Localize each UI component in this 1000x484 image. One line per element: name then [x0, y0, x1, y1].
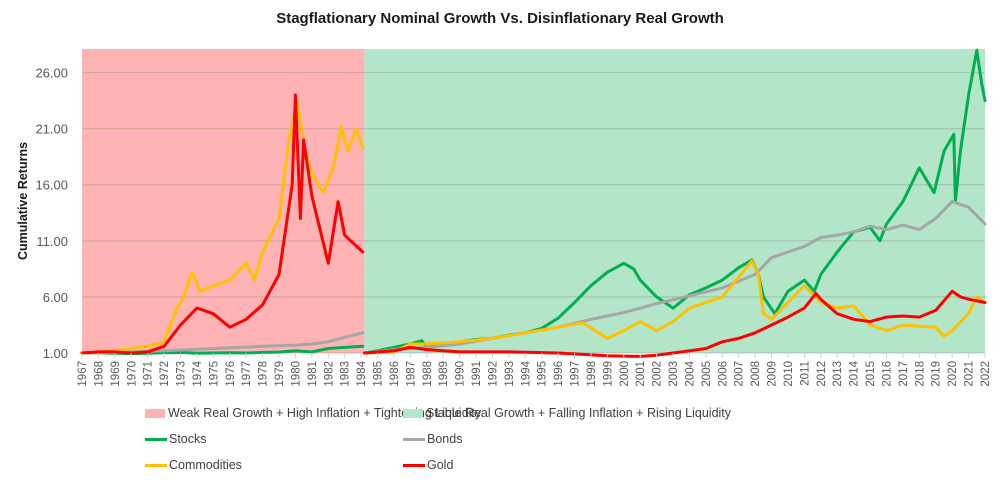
- legend-item-bonds: Bonds: [403, 432, 462, 446]
- x-tick-label: 1987: [405, 361, 417, 387]
- x-tick-label: 1967: [77, 361, 89, 387]
- x-tick-label: 1998: [586, 361, 598, 387]
- x-tick-label: 2002: [652, 361, 664, 387]
- x-tick-label: 1988: [422, 361, 434, 387]
- x-tick-label: 2008: [750, 361, 762, 387]
- legend-item-regime-weak: Weak Real Growth + High Inflation + Tigh…: [145, 406, 481, 420]
- x-tick-label: 1985: [373, 361, 385, 387]
- x-tick-label: 2017: [898, 361, 910, 387]
- legend-swatch-gold: [403, 463, 425, 467]
- x-axis-ticks: 1967 1968 1969 1970 1971 1972 1973 1974 1975 1976…: [77, 353, 992, 387]
- legend-item-regime-stable: Stable Real Growth + Falling Inflation +…: [403, 406, 731, 420]
- legend-label-commodities: Commodities: [169, 458, 242, 472]
- legend-item-commodities: Commodities: [145, 458, 242, 472]
- x-tick-label: 2006: [717, 361, 729, 387]
- x-tick-label: 1975: [208, 361, 220, 387]
- x-tick-label: 1989: [438, 361, 450, 387]
- series-line-gold-0: [80, 93, 365, 355]
- y-tick-label: 6.00: [43, 290, 68, 305]
- x-tick-label: 1974: [192, 360, 204, 386]
- regime-backgrounds: [82, 49, 986, 353]
- x-tick-label: 2019: [931, 361, 943, 387]
- legend-swatch-stocks: [145, 437, 167, 441]
- legend-label-bonds: Bonds: [427, 432, 463, 446]
- x-tick-label: 1992: [487, 361, 499, 387]
- x-tick-label: 2010: [783, 361, 795, 387]
- x-tick-label: 1983: [340, 361, 352, 387]
- x-tick-label: 1990: [455, 361, 467, 387]
- x-tick-label: 2018: [914, 361, 926, 387]
- x-tick-label: 2012: [816, 361, 828, 387]
- x-tick-label: 1976: [225, 361, 237, 387]
- x-tick-label: 2021: [964, 361, 976, 387]
- x-tick-label: 1991: [471, 361, 483, 387]
- x-tick-label: 2022: [980, 361, 992, 387]
- legend-label-gold: Gold: [427, 458, 454, 472]
- x-tick-label: 1982: [323, 361, 335, 387]
- x-tick-label: 1997: [570, 361, 582, 387]
- legend-swatch-commodities: [145, 463, 167, 467]
- x-tick-label: 1973: [176, 361, 188, 387]
- x-tick-label: 1972: [159, 361, 171, 387]
- gridlines: [82, 71, 985, 354]
- legend-label-stocks: Stocks: [169, 432, 207, 446]
- y-tick-label: 26.00: [35, 66, 68, 81]
- legend-swatch-bonds: [403, 437, 425, 441]
- legend-swatch-regime-weak: [145, 408, 165, 418]
- x-tick-label: 2009: [767, 361, 779, 387]
- y-tick-label: 16.00: [35, 178, 68, 193]
- regime-band-1: [364, 49, 986, 353]
- x-tick-label: 1993: [504, 361, 516, 387]
- x-tick-label: 2000: [619, 361, 631, 387]
- series-line-gold-1: [362, 289, 987, 358]
- x-tick-label: 1971: [143, 361, 155, 387]
- series-line-commodities-1: [362, 259, 987, 355]
- x-tick-label: 1968: [93, 361, 105, 387]
- x-tick-label: 2001: [635, 361, 647, 387]
- x-tick-label: 1984: [356, 360, 368, 386]
- x-tick-label: 1980: [290, 361, 302, 387]
- x-tick-label: 1969: [110, 361, 122, 387]
- x-tick-label: 1970: [126, 361, 138, 387]
- x-tick-label: 1979: [274, 361, 286, 387]
- x-tick-label: 2004: [684, 360, 696, 386]
- chart-title: Stagflationary Nominal Growth Vs. Disinf…: [276, 10, 724, 27]
- y-axis-label: Cumulative Returns: [16, 142, 30, 260]
- x-tick-label: 1994: [520, 360, 532, 386]
- x-tick-label: 2003: [668, 361, 680, 387]
- x-tick-label: 2015: [865, 361, 877, 387]
- y-tick-label: 11.00: [36, 234, 68, 249]
- x-tick-label: 1995: [537, 361, 549, 387]
- x-tick-label: 2020: [947, 361, 959, 387]
- x-tick-label: 2013: [832, 361, 844, 387]
- x-tick-label: 1996: [553, 361, 565, 387]
- x-tick-label: 1986: [389, 361, 401, 387]
- y-axis-ticks: 1.00 6.00 11.00 16.00 21.00 26.00: [35, 66, 68, 361]
- legend-item-gold: Gold: [403, 458, 453, 472]
- x-tick-label: 2014: [849, 360, 861, 386]
- series-line-commodities-0: [80, 101, 365, 355]
- legend-label-regime-weak: Weak Real Growth + High Inflation + Tigh…: [168, 406, 482, 420]
- legend-swatch-regime-stable: [403, 408, 423, 418]
- x-tick-label: 1999: [602, 361, 614, 387]
- x-tick-label: 2005: [701, 361, 713, 387]
- x-tick-label: 1978: [258, 361, 270, 387]
- x-tick-label: 2011: [799, 361, 811, 386]
- series-lines: [80, 48, 987, 358]
- legend-item-stocks: Stocks: [145, 432, 207, 446]
- x-tick-label: 1981: [307, 361, 319, 387]
- legend-label-regime-stable: Stable Real Growth + Falling Inflation +…: [426, 406, 732, 420]
- x-tick-label: 2016: [881, 361, 893, 387]
- y-tick-label: 1.00: [43, 346, 68, 361]
- y-tick-label: 21.00: [35, 122, 68, 137]
- x-tick-label: 1977: [241, 361, 253, 387]
- x-tick-label: 2007: [734, 361, 746, 387]
- regime-band-0: [82, 49, 365, 353]
